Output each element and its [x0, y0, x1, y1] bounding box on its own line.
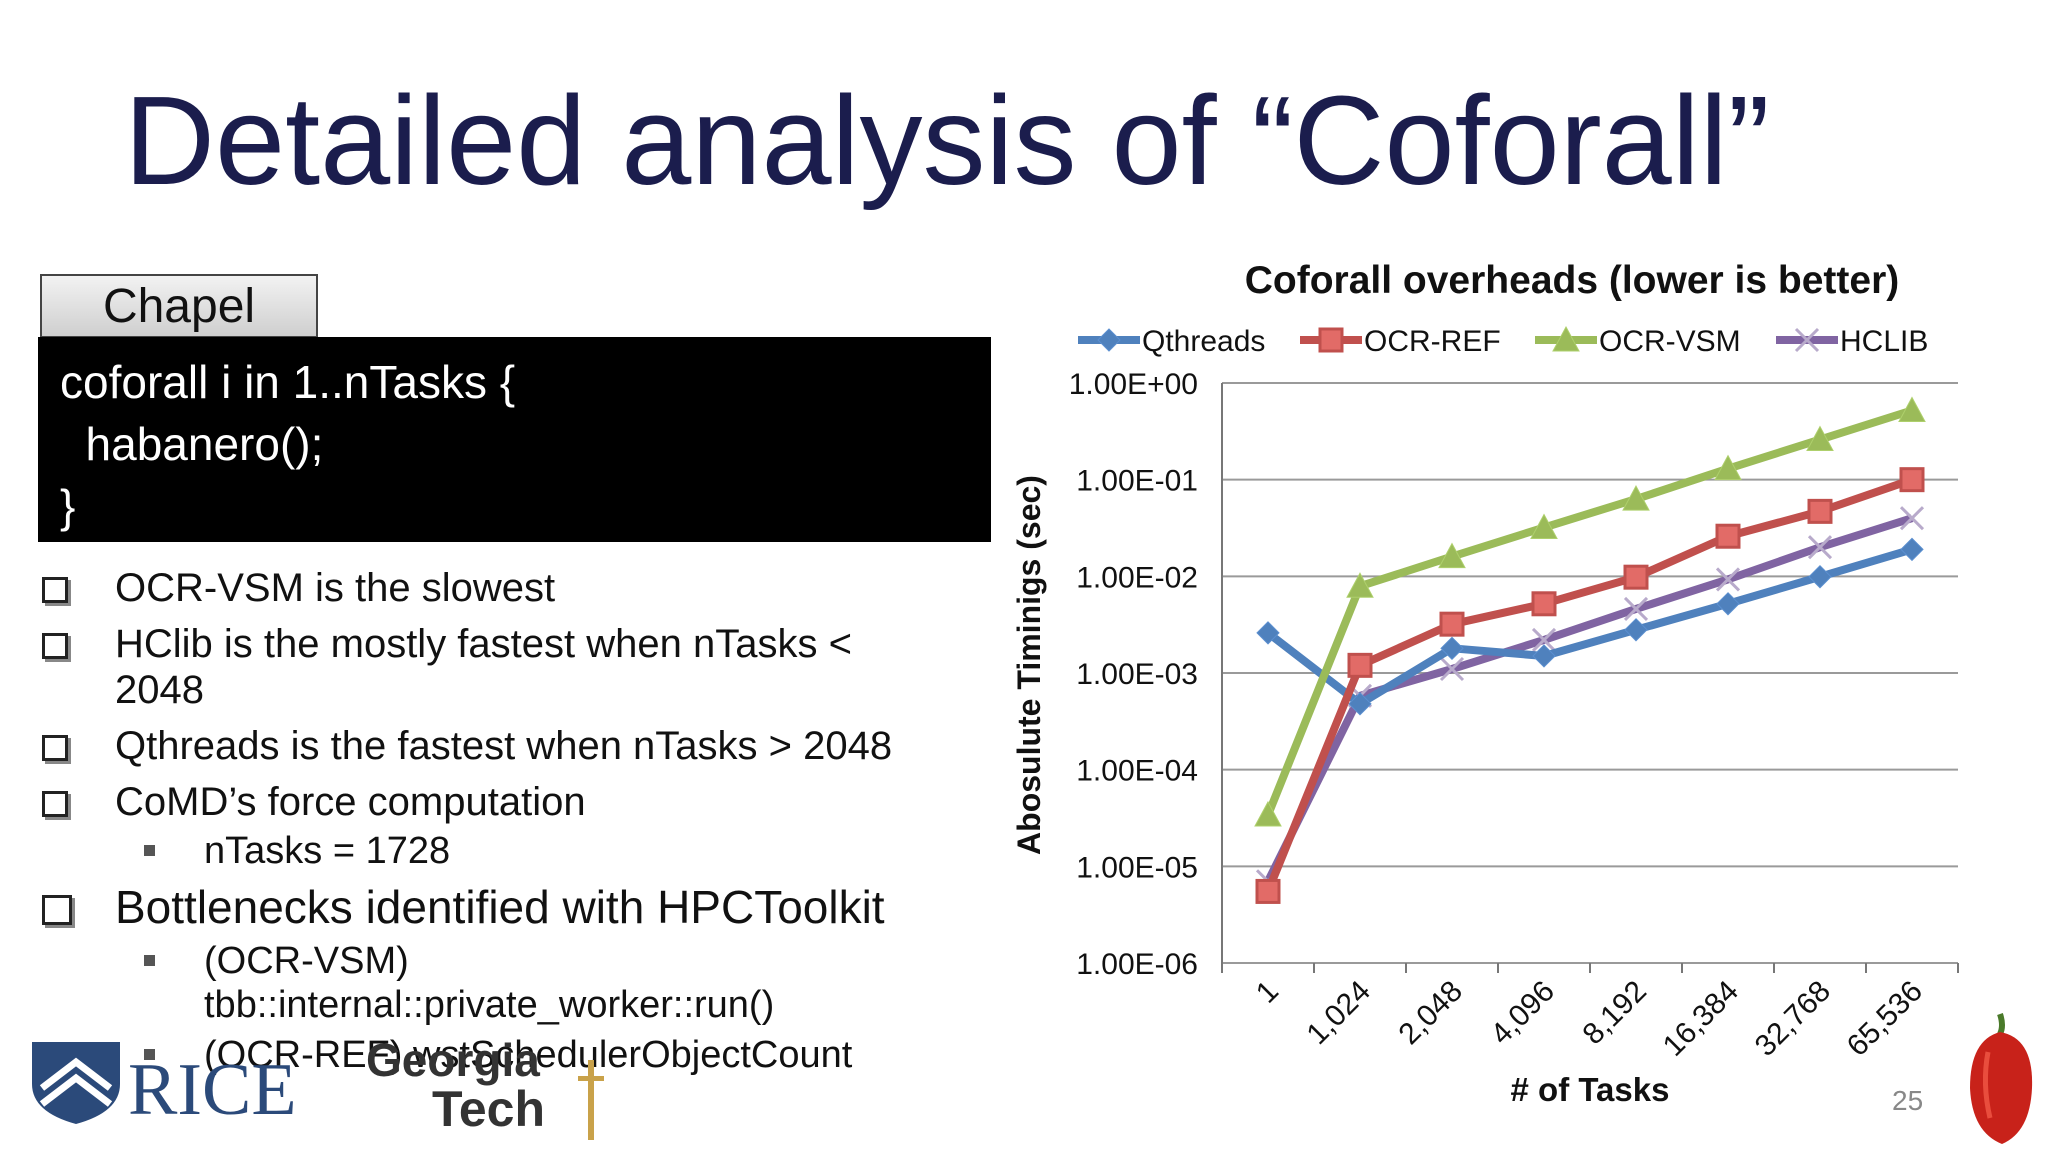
- legend-marker: [1097, 328, 1121, 352]
- page-number: 25: [1892, 1085, 1924, 1116]
- square-bullet-icon: [144, 955, 155, 966]
- sub-bullet-item: nTasks = 1728: [40, 829, 1000, 873]
- x-tick-label: 2,048: [1393, 975, 1469, 1051]
- data-point: [1256, 621, 1280, 645]
- sub-bullet-item: (OCR-REF) wstSchedulerObjectCount: [40, 1033, 1000, 1077]
- data-point: [1531, 627, 1557, 652]
- checkbox-bullet-icon: [42, 791, 68, 817]
- data-point: [1438, 542, 1466, 569]
- y-axis-label: Abosulute Timinigs (sec): [1011, 475, 1047, 855]
- checkbox-bullet-icon: [42, 633, 68, 659]
- data-point: [1348, 692, 1372, 716]
- data-point: [1715, 567, 1741, 592]
- data-point: [1531, 591, 1557, 617]
- x-tick-label: 8,192: [1577, 975, 1653, 1051]
- y-tick-label: 1.00E+00: [1069, 368, 1198, 401]
- x-tick-label: 1,024: [1301, 975, 1377, 1051]
- x-tick-label: 4,096: [1485, 975, 1561, 1051]
- data-point: [1623, 564, 1649, 590]
- legend-marker: [1318, 327, 1344, 353]
- legend-label: Qthreads: [1142, 325, 1265, 358]
- language-tab: Chapel: [40, 274, 318, 338]
- data-point: [1346, 572, 1374, 598]
- y-tick-label: 1.00E-05: [1076, 851, 1198, 884]
- data-point: [1439, 611, 1465, 637]
- bullet-item: CoMD’s force computation: [40, 779, 1000, 825]
- bullet-list: OCR-VSM is the slowest HClib is the most…: [40, 565, 1000, 1077]
- code-block: coforall i in 1..nTasks { habanero(); }: [38, 337, 991, 542]
- data-point: [1808, 565, 1832, 589]
- x-axis-label: # of Tasks: [1511, 1071, 1670, 1108]
- code-line: coforall i in 1..nTasks {: [60, 356, 516, 408]
- bullet-item: HClib is the mostly fastest when nTasks …: [40, 621, 1000, 713]
- y-tick-label: 1.00E-03: [1076, 658, 1198, 691]
- data-point: [1347, 652, 1373, 678]
- square-bullet-icon: [144, 845, 155, 856]
- data-point: [1714, 454, 1742, 481]
- rice-logo: RICE: [28, 1036, 328, 1131]
- bullet-item: Bottlenecks identified with HPCToolkit: [40, 881, 1000, 933]
- data-point: [1622, 485, 1650, 511]
- legend-label: OCR-REF: [1364, 325, 1501, 358]
- checkbox-bullet-icon: [42, 735, 68, 761]
- data-point: [1716, 592, 1740, 616]
- habanero-pepper-icon: [1960, 1008, 2040, 1153]
- data-point: [1898, 396, 1926, 422]
- svg-text:Georgia: Georgia: [366, 1036, 540, 1086]
- bullet-item: Qthreads is the fastest when nTasks > 20…: [40, 723, 1000, 769]
- y-tick-label: 1.00E-06: [1076, 948, 1198, 981]
- series-line: [1265, 545, 1914, 708]
- svg-text:RICE: RICE: [128, 1049, 297, 1126]
- code-line: }: [60, 480, 76, 532]
- y-tick-label: 1.00E-01: [1076, 465, 1198, 498]
- data-point: [1439, 656, 1465, 682]
- data-point: [1440, 636, 1464, 661]
- series-line: [1264, 406, 1914, 817]
- page-title: Detailed analysis of “Coforall”: [124, 70, 1770, 211]
- checkbox-bullet-icon: [42, 577, 68, 603]
- y-tick-label: 1.00E-04: [1076, 755, 1198, 788]
- data-point: [1255, 878, 1281, 904]
- x-tick-label: 65,536: [1841, 975, 1929, 1063]
- data-point: [1900, 537, 1924, 562]
- data-point: [1806, 425, 1834, 452]
- checkbox-bullet-icon: [42, 895, 72, 925]
- data-point: [1532, 644, 1556, 668]
- data-point: [1807, 498, 1833, 524]
- series-line: [1264, 475, 1914, 893]
- sub-bullet-item: (OCR-VSM) tbb::internal::private_worker:…: [40, 939, 1000, 1027]
- legend-marker: [1794, 327, 1820, 353]
- data-point: [1624, 618, 1648, 642]
- legend-marker: [1552, 325, 1580, 352]
- x-tick-label: 1: [1250, 975, 1285, 1010]
- data-point: [1623, 596, 1649, 621]
- georgia-tech-logo: Georgia Tech: [360, 1034, 620, 1153]
- legend-label: HCLIB: [1840, 325, 1928, 358]
- x-tick-label: 16,384: [1657, 975, 1745, 1063]
- code-line: habanero();: [60, 418, 324, 470]
- chart-title: Coforall overheads (lower is better): [1245, 259, 1900, 302]
- legend-label: OCR-VSM: [1599, 325, 1741, 358]
- y-tick-label: 1.00E-02: [1076, 561, 1198, 594]
- data-point: [1899, 506, 1925, 531]
- data-point: [1530, 513, 1558, 540]
- svg-text:Tech: Tech: [432, 1081, 545, 1137]
- x-tick-label: 32,768: [1749, 975, 1837, 1063]
- data-point: [1715, 523, 1741, 549]
- data-point: [1807, 535, 1833, 560]
- data-point: [1899, 467, 1925, 493]
- square-bullet-icon: [144, 1049, 155, 1060]
- data-point: [1254, 800, 1282, 827]
- bullet-item: OCR-VSM is the slowest: [40, 565, 1000, 611]
